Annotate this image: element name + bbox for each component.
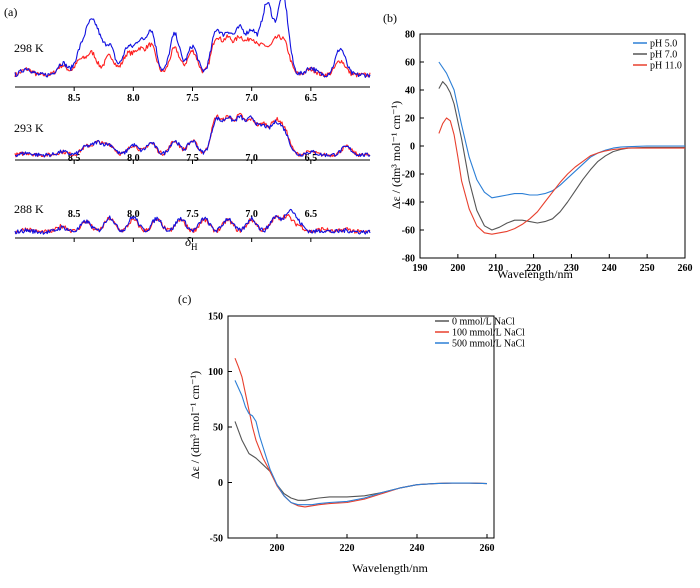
panel-c-label: (c)	[178, 292, 191, 306]
panel-b-ytick-label-3: -20	[402, 170, 415, 181]
panel-a-tick-label-2-2: 7.5	[186, 209, 199, 220]
panel-a-tick-label-0-0: 8.5	[68, 93, 81, 104]
panel-b-legend-label-1: pH 7.0	[650, 50, 677, 61]
panel-a-nmr: (a) δH 8.5 8.0 7.5 7.0 6.5 298 K 8.5 8.0 7.5 7.0 6…	[4, 0, 371, 252]
panel-b-ytick-label-5: 20	[405, 114, 415, 125]
panel-c-xlabel: Wavelength/nm	[352, 561, 428, 575]
spectrum-blue-1	[15, 114, 371, 158]
panel-a-tick-label-1-2: 7.5	[186, 153, 199, 164]
panel-a-tick-label-2-3: 7.0	[245, 209, 258, 220]
panel-b-ytick-label-0: -80	[402, 254, 415, 265]
panel-c-ytick-label-4: 150	[208, 312, 223, 323]
panel-b-series-1	[438, 81, 685, 231]
panel-b-xtick-label-6: 250	[640, 263, 655, 274]
panel-c-xtick-label-2: 240	[410, 543, 425, 554]
panel-b-label: (b)	[383, 11, 397, 25]
panel-a-tick-label-1-0: 8.5	[68, 153, 81, 164]
panel-a-tick-label-2-0: 8.5	[68, 209, 81, 220]
panel-a-tick-label-1-4: 6.5	[305, 153, 318, 164]
panel-b-xtick-label-2: 210	[488, 263, 503, 274]
panel-a-tick-label-0-4: 6.5	[305, 93, 318, 104]
panel-c-legend-label-0: 0 mmol/L NaCl	[452, 317, 515, 328]
panel-b-legend-label-2: pH 11.0	[650, 61, 682, 72]
panel-b-ytick-label-1: -60	[402, 226, 415, 237]
panel-b-ytick-label-4: 0	[410, 142, 415, 153]
panel-c-series-0	[234, 421, 488, 501]
panel-b-xtick-label-4: 230	[564, 263, 579, 274]
panel-b-xtick-label-1: 200	[450, 263, 465, 274]
panel-c-cd-nacl: (c) Δε / (dm³ mol⁻¹ cm⁻¹) Wavelength/nm …	[178, 292, 525, 575]
panel-a-tick-label-0-1: 8.0	[127, 93, 140, 104]
panel-a-temp-label-2: 288 K	[14, 202, 44, 216]
panel-b-series-2	[438, 117, 685, 235]
panel-c-series-1	[234, 357, 488, 508]
panel-b-xtick-label-5: 240	[602, 263, 617, 274]
panel-b-legend-label-0: pH 5.0	[650, 39, 677, 50]
panel-a-tick-label-1-3: 7.0	[245, 153, 258, 164]
spectrum-red-1	[14, 112, 371, 158]
panel-a-temp-label-1: 293 K	[14, 121, 44, 135]
panel-c-legend-label-1: 100 mmol/L NaCl	[452, 328, 525, 339]
panel-c-ytick-label-1: 0	[218, 478, 223, 489]
panel-b-ytick-label-8: 80	[405, 30, 415, 41]
panel-c-ytick-label-0: -50	[210, 534, 223, 545]
panel-a-temp-label-0: 298 K	[14, 41, 44, 55]
panel-b-xtick-label-7: 260	[678, 263, 693, 274]
panel-b-ytick-label-7: 60	[405, 58, 415, 69]
panel-b-xlabel: Wavelength/nm	[497, 267, 573, 281]
panel-c-legend-label-2: 500 mmol/L NaCl	[452, 339, 525, 350]
panel-a-tick-label-0-2: 7.5	[186, 93, 199, 104]
panel-c-series-2	[234, 380, 488, 506]
panel-b-xtick-label-0: 190	[413, 263, 428, 274]
panel-c-ytick-label-2: 50	[213, 423, 223, 434]
panel-b-ytick-label-2: -40	[402, 198, 415, 209]
panel-b-series-0	[438, 61, 685, 199]
spectrum-blue-2	[14, 208, 371, 235]
panel-a-label: (a)	[4, 5, 17, 19]
panel-b-xtick-label-3: 220	[526, 263, 541, 274]
panel-b-cd-ph: (b) Δε / (dm³ mol⁻¹ cm⁻¹) Wavelength/nm …	[383, 11, 693, 281]
panel-b-ytick-label-6: 40	[405, 86, 415, 97]
panel-c-xtick-label-1: 220	[340, 543, 355, 554]
panel-c-ylabel: Δε / (dm³ mol⁻¹ cm⁻¹)	[188, 371, 202, 479]
panel-b-ylabel: Δε / (dm³ mol⁻¹ cm⁻¹)	[389, 101, 403, 209]
panel-c-ytick-label-3: 100	[208, 367, 223, 378]
spectrum-blue-0	[14, 0, 371, 78]
panel-a-xlabel: δH	[185, 234, 198, 252]
panel-c-xtick-label-3: 260	[480, 543, 495, 554]
panel-a-tick-label-2-4: 6.5	[305, 209, 318, 220]
panel-c-xtick-label-0: 200	[270, 543, 285, 554]
panel-a-tick-label-1-1: 8.0	[127, 153, 140, 164]
panel-a-tick-label-0-3: 7.0	[245, 93, 258, 104]
panel-a-tick-label-2-1: 8.0	[127, 209, 140, 220]
